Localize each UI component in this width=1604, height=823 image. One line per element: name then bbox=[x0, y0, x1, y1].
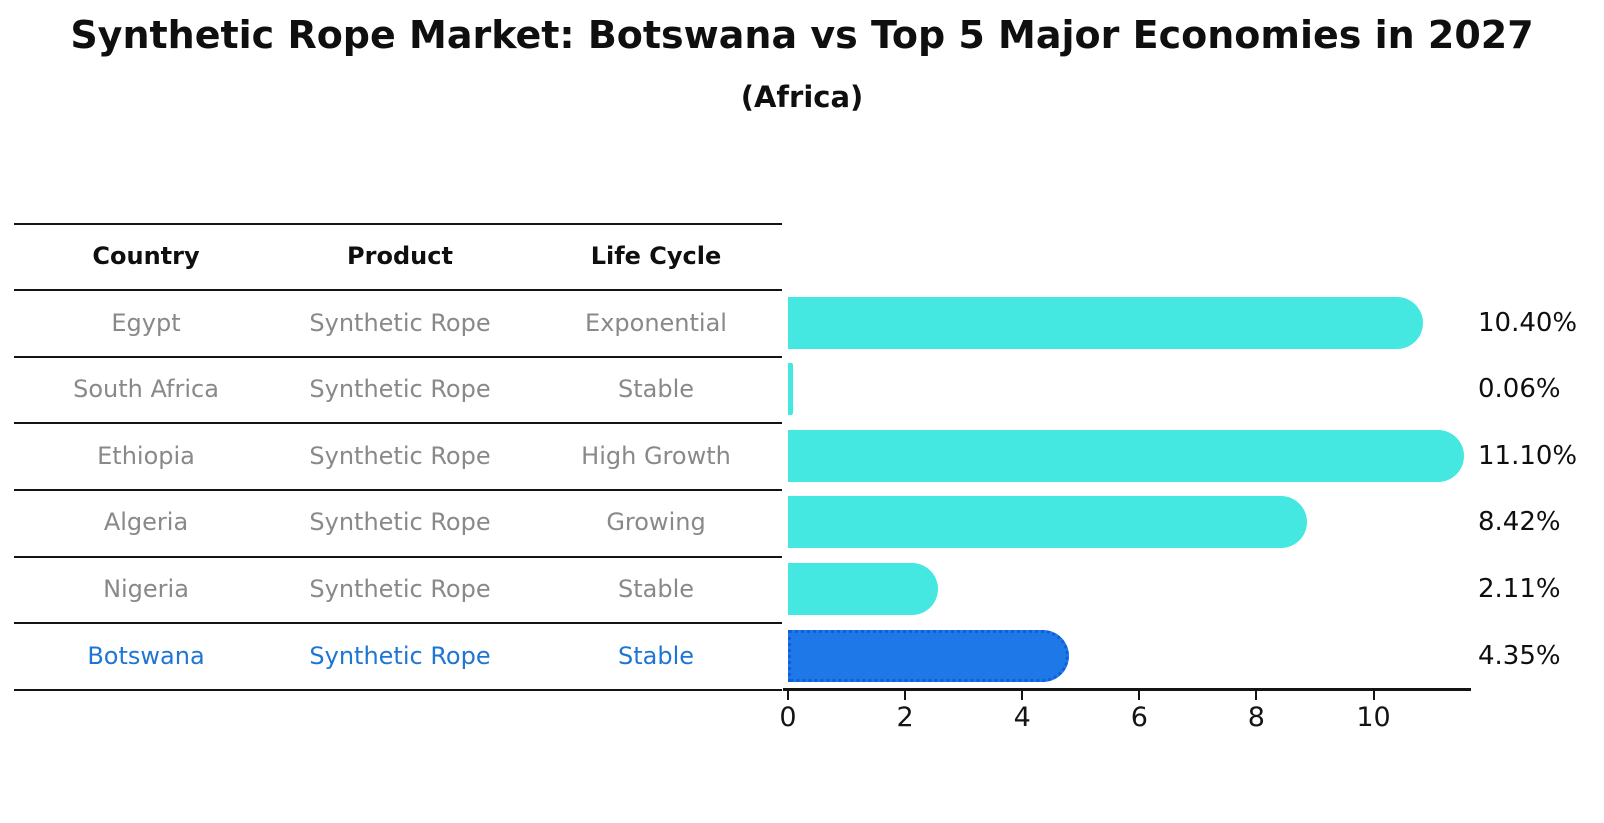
value-label-nigeria: 2.11% bbox=[1478, 573, 1561, 604]
cell-life-cycle-algeria: Growing bbox=[606, 508, 706, 537]
x-axis-tick bbox=[1138, 690, 1141, 700]
table-divider-rule bbox=[14, 422, 782, 425]
x-axis-tick-label: 6 bbox=[1130, 702, 1148, 733]
table-divider-rule bbox=[14, 289, 782, 292]
bar-south-africa bbox=[788, 363, 793, 416]
x-axis-tick bbox=[1021, 690, 1024, 700]
cell-product-ethiopia: Synthetic Rope bbox=[309, 441, 491, 470]
cell-life-cycle-south-africa: Stable bbox=[617, 375, 695, 404]
cell-product-egypt: Synthetic Rope bbox=[309, 308, 491, 337]
bar-ethiopia bbox=[788, 429, 1464, 482]
value-label-ethiopia: 11.10% bbox=[1478, 440, 1578, 471]
x-axis-tick bbox=[1255, 690, 1258, 700]
cell-life-cycle-egypt: Exponential bbox=[585, 308, 727, 337]
column-header-life-cycle: Life Cycle bbox=[590, 241, 722, 270]
x-axis-tick bbox=[1372, 690, 1375, 700]
cell-country-south-africa: South Africa bbox=[73, 375, 219, 404]
table-divider-rule bbox=[14, 489, 782, 491]
cell-country-nigeria: Nigeria bbox=[103, 574, 189, 603]
cell-life-cycle-nigeria: Stable bbox=[617, 574, 695, 603]
table-top-rule bbox=[14, 222, 782, 225]
cell-product-south-africa: Synthetic Rope bbox=[309, 375, 491, 404]
bar-algeria bbox=[788, 496, 1307, 549]
value-label-algeria: 8.42% bbox=[1478, 507, 1561, 538]
cell-product-nigeria: Synthetic Rope bbox=[309, 574, 491, 603]
x-axis-tick-label: 10 bbox=[1356, 702, 1391, 733]
chart-title: Synthetic Rope Market: Botswana vs Top 5… bbox=[70, 13, 1534, 57]
chart-subtitle: (Africa) bbox=[740, 80, 864, 114]
cell-country-egypt: Egypt bbox=[111, 308, 181, 337]
value-label-egypt: 10.40% bbox=[1478, 307, 1578, 338]
cell-product-botswana: Synthetic Rope bbox=[309, 641, 491, 670]
x-axis-tick-label: 2 bbox=[896, 702, 914, 733]
cell-life-cycle-ethiopia: High Growth bbox=[581, 441, 731, 470]
x-axis-tick bbox=[787, 690, 789, 700]
table-divider-rule bbox=[14, 355, 782, 358]
bar-egypt bbox=[788, 296, 1423, 349]
x-axis-tick-label: 8 bbox=[1247, 702, 1265, 733]
cell-life-cycle-botswana: Stable bbox=[617, 641, 695, 670]
column-header-country: Country bbox=[92, 241, 200, 270]
bar-nigeria bbox=[788, 562, 938, 615]
value-label-botswana: 4.35% bbox=[1478, 640, 1561, 671]
cell-country-ethiopia: Ethiopia bbox=[97, 441, 195, 470]
table-divider-rule bbox=[14, 555, 782, 558]
cell-country-botswana: Botswana bbox=[87, 641, 205, 670]
value-label-south-africa: 0.06% bbox=[1478, 374, 1561, 405]
x-axis-tick bbox=[904, 690, 907, 700]
table-divider-rule bbox=[14, 688, 782, 691]
column-header-product: Product bbox=[347, 241, 453, 270]
bar-botswana bbox=[788, 629, 1069, 682]
x-axis-tick-label: 0 bbox=[779, 702, 797, 733]
x-axis-tick-label: 4 bbox=[1013, 702, 1031, 733]
table-divider-rule bbox=[14, 622, 782, 625]
cell-country-algeria: Algeria bbox=[103, 508, 189, 537]
cell-product-algeria: Synthetic Rope bbox=[309, 508, 491, 537]
x-axis-line bbox=[783, 688, 1471, 691]
